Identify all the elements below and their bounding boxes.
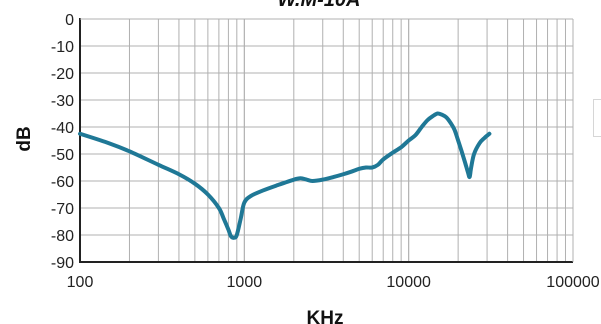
y-tick-label: -50 xyxy=(51,147,74,164)
y-tick-label: -10 xyxy=(51,39,74,56)
chart-title: W.M-10A xyxy=(278,0,361,11)
x-tick-labels: 100 1000 10000 100000 xyxy=(67,274,600,291)
legend-box xyxy=(593,99,601,137)
y-tick-label: 0 xyxy=(65,12,74,29)
y-tick-label: -30 xyxy=(51,93,74,110)
y-tick-label: -20 xyxy=(51,66,74,83)
y-tick-label: -60 xyxy=(51,174,74,191)
x-tick-label: 1000 xyxy=(227,274,263,291)
y-tick-label: -80 xyxy=(51,228,74,245)
y-tick-label: -70 xyxy=(51,201,74,218)
y-axis-title: dB xyxy=(14,126,35,151)
x-tick-label: 10000 xyxy=(386,274,431,291)
x-tick-label: 100 xyxy=(67,274,94,291)
y-tick-label: -40 xyxy=(51,120,74,137)
x-tick-label: 100000 xyxy=(546,274,599,291)
axes xyxy=(79,18,574,263)
y-tick-label: -90 xyxy=(51,255,74,272)
series-line xyxy=(78,111,492,240)
x-axis-title: KHz xyxy=(307,308,344,324)
y-tick-labels: 0 -10 -20 -30 -40 -50 -60 -70 -80 -90 xyxy=(51,12,74,272)
